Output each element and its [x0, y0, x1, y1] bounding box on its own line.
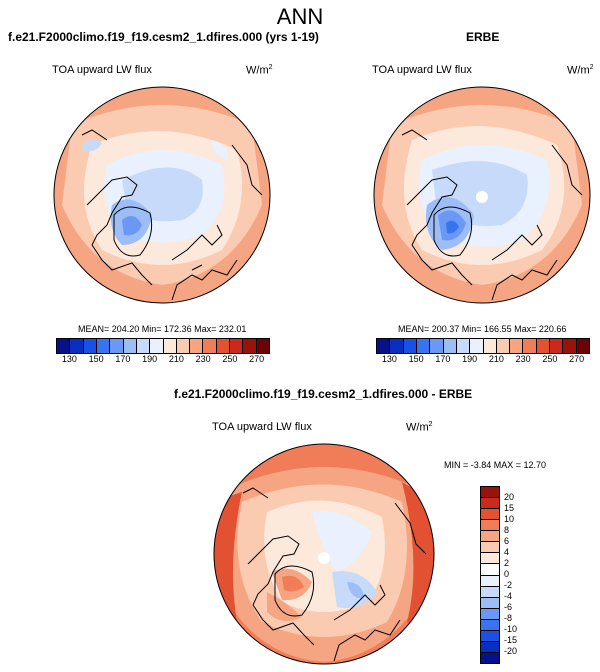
model-colorbar-tick-label: 270 — [249, 354, 265, 364]
obs-colorbar: 130 150 170 190 210 230 250 270 — [376, 338, 590, 366]
obs-colorbar-tick-label: 230 — [515, 354, 531, 364]
diff-colorbar-tick-label: -6 — [504, 602, 513, 612]
obs-colorbar-swatch — [523, 339, 537, 353]
diff-colorbar-tick-label: 4 — [504, 547, 510, 557]
obs-colorbar-swatch — [483, 339, 497, 353]
obs-units-label: W/m2 — [567, 64, 594, 77]
diff-colorbar-swatch — [481, 509, 499, 521]
obs-colorbar-tick-label: 270 — [569, 354, 585, 364]
model-colorbar-tick-label: 130 — [61, 354, 77, 364]
diff-colorbar-tick-label: 8 — [504, 525, 510, 535]
model-stats: MEAN= 204.20 Min= 172.36 Max= 232.01 — [78, 324, 247, 334]
diff-colorbar-tick-label: -10 — [504, 624, 518, 634]
obs-colorbar-swatch — [456, 339, 471, 353]
diff-colorbar-tick-label: 15 — [504, 503, 515, 513]
diff-colorbar-tick-label: -4 — [504, 591, 513, 601]
diff-units-label: W/m2 — [406, 421, 433, 434]
model-colorbar-tick-label: 190 — [142, 354, 158, 364]
model-colorbar-swatch — [150, 339, 164, 353]
model-colorbar-tick-label: 170 — [115, 354, 131, 364]
model-colorbar-swatch — [123, 339, 137, 353]
figure-title: ANN — [276, 4, 324, 29]
model-colorbar-swatch — [176, 339, 191, 353]
obs-colorbar-tick-label: 150 — [408, 354, 424, 364]
model-colorbar-swatch — [203, 339, 217, 353]
obs-colorbar-swatch — [536, 339, 551, 353]
diff-colorbar-swatch — [481, 564, 499, 576]
model-colorbar-swatch — [216, 339, 231, 353]
obs-colorbar-swatch — [416, 339, 431, 353]
model-colorbar-swatch — [190, 339, 204, 353]
model-colorbar: 130 150 170 190 210 230 250 270 — [56, 338, 270, 366]
obs-colorbar-tick-label: 170 — [435, 354, 451, 364]
diff-colorbar-tick-label: -8 — [504, 613, 513, 623]
obs-colorbar-swatch — [510, 339, 524, 353]
diff-colorbar-swatch — [481, 487, 499, 499]
model-polar-map — [53, 86, 271, 304]
model-colorbar-swatch — [110, 339, 124, 353]
model-colorbar-swatch — [57, 339, 71, 353]
obs-colorbar-tick-label: 130 — [381, 354, 397, 364]
diff-colorbar-tick-label: 2 — [504, 558, 510, 568]
diff-colorbar — [480, 486, 500, 664]
model-colorbar-swatch — [256, 339, 269, 353]
diff-colorbar-tick-label: -20 — [504, 646, 518, 656]
obs-colorbar-swatch — [550, 339, 564, 353]
diff-colorbar-tick-label: -15 — [504, 635, 518, 645]
diff-colorbar-swatch — [481, 553, 499, 565]
obs-variable-label: TOA upward LW flux — [372, 64, 472, 76]
obs-panel-title: ERBE — [466, 30, 500, 44]
diff-colorbar-swatch — [481, 597, 499, 609]
diff-colorbar-swatch — [481, 542, 499, 554]
obs-colorbar-swatch — [430, 339, 444, 353]
diff-colorbar-ticks: 20 15 10 8 6 4 2 0 -2 -4 -6 -8 -10 -15 -20 — [504, 486, 544, 662]
model-colorbar-tick-label: 250 — [222, 354, 238, 364]
diff-colorbar-swatch — [481, 608, 499, 620]
diff-colorbar-tick-label: 10 — [504, 514, 515, 524]
obs-colorbar-swatch — [496, 339, 511, 353]
diff-colorbar-swatch — [481, 641, 499, 653]
diff-variable-label: TOA upward LW flux — [212, 421, 312, 433]
model-colorbar-swatch — [136, 339, 151, 353]
diff-panel-title: f.e21.F2000climo.f19_f19.cesm2_1.dfires.… — [174, 387, 473, 401]
model-colorbar-swatch — [70, 339, 84, 353]
model-colorbar-tick-label: 230 — [195, 354, 211, 364]
obs-colorbar-swatch — [377, 339, 391, 353]
obs-colorbar-swatch — [563, 339, 577, 353]
model-colorbar-swatch — [96, 339, 111, 353]
model-colorbar-swatch — [163, 339, 177, 353]
model-colorbar-swatch — [83, 339, 97, 353]
obs-colorbar-tick-label: 250 — [542, 354, 558, 364]
obs-colorbar-swatch — [443, 339, 457, 353]
diff-colorbar-swatch — [481, 498, 499, 510]
diff-colorbar-tick-label: 0 — [504, 569, 510, 579]
diff-colorbar-swatch — [481, 630, 499, 642]
obs-colorbar-tick-label: 190 — [462, 354, 478, 364]
diff-colorbar-swatch — [481, 575, 499, 587]
model-colorbar-tick-label: 210 — [168, 354, 184, 364]
diff-stats: MIN = -3.84 MAX = 12.70 — [444, 460, 547, 470]
obs-stats: MEAN= 200.37 Min= 166.55 Max= 220.66 — [398, 324, 567, 334]
diff-colorbar-swatch — [481, 652, 499, 663]
model-panel-title: f.e21.F2000climo.f19_f19.cesm2_1.dfires.… — [8, 30, 319, 44]
model-colorbar-swatch — [243, 339, 257, 353]
obs-colorbar-swatch — [576, 339, 589, 353]
model-colorbar-swatch — [230, 339, 244, 353]
diff-colorbar-tick-label: -2 — [504, 580, 513, 590]
diff-colorbar-swatch — [481, 619, 499, 631]
diff-colorbar-tick-label: 6 — [504, 536, 510, 546]
diff-colorbar-swatch — [481, 520, 499, 532]
obs-colorbar-tick-label: 210 — [488, 354, 504, 364]
model-colorbar-tick-label: 150 — [88, 354, 104, 364]
obs-colorbar-swatch — [390, 339, 404, 353]
model-variable-label: TOA upward LW flux — [52, 64, 152, 76]
diff-colorbar-swatch — [481, 531, 499, 543]
model-units-label: W/m2 — [246, 64, 273, 77]
obs-colorbar-swatch — [403, 339, 417, 353]
diff-polar-map — [213, 443, 435, 665]
obs-polar-map — [373, 86, 591, 304]
diff-colorbar-tick-label: 20 — [504, 492, 515, 502]
obs-colorbar-swatch — [470, 339, 484, 353]
diff-colorbar-swatch — [481, 586, 499, 598]
